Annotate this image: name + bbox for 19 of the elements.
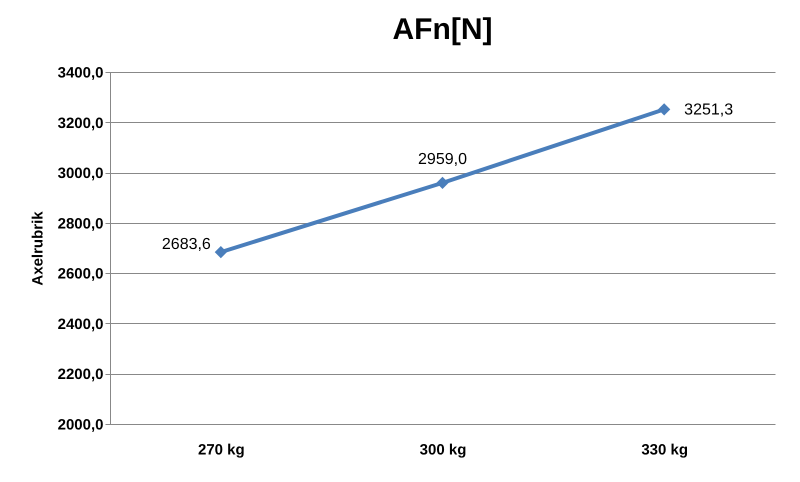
text: 2683,6	[162, 236, 211, 254]
x-tick-label: 300 kg	[420, 442, 466, 458]
y-tick-label: 2000,0	[58, 416, 104, 434]
text: 2959,0	[418, 150, 467, 168]
x-tick-label: 330 kg	[641, 442, 688, 458]
y-tick-label: 3200,0	[58, 114, 104, 132]
point	[436, 176, 449, 190]
point	[214, 246, 227, 258]
chart-title: AFn[N]	[392, 13, 492, 46]
y-axis-title: Axelrubrik	[30, 210, 47, 286]
y-tick-label: 3000,0	[58, 165, 104, 182]
y-tick-label: 2400,0	[58, 316, 104, 333]
text: 3251,3	[684, 101, 734, 118]
y-tick-label: 2200,0	[58, 366, 104, 384]
point	[658, 103, 670, 116]
y-tick-label: 2600,0	[58, 266, 104, 283]
y-tick-label: 3400,0	[58, 64, 104, 82]
x-tick-label: 270 kg	[198, 442, 245, 458]
y-tick-label: 2800,0	[58, 215, 104, 232]
